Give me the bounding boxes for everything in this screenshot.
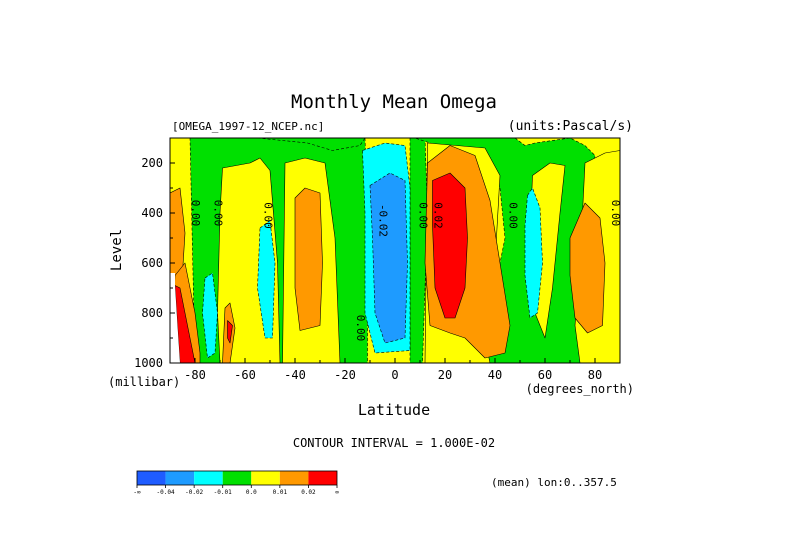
colorbar-frame — [136, 470, 338, 486]
x-axis: -80 -60 -40 -20 0 20 40 60 80 — [169, 358, 621, 382]
colorbar-swatch — [308, 471, 337, 485]
x-axis-units: (degrees_north) — [526, 382, 634, 396]
contour-region-6 — [257, 220, 276, 339]
colorbar-swatch — [251, 471, 280, 485]
contour-region-7 — [202, 272, 218, 359]
x-tick-label: -40 — [284, 368, 306, 382]
contour-interval-text: CONTOUR INTERVAL = 1.000E-02 — [293, 436, 495, 450]
x-tick-label: 0 — [391, 368, 398, 382]
x-tick-label: 60 — [538, 368, 552, 382]
contour-region-17 — [524, 187, 543, 319]
chart-title: Monthly Mean Omega — [291, 91, 497, 113]
contour-region-2 — [257, 138, 366, 151]
contour-label: 0.00 — [212, 200, 225, 227]
x-tick-label: -80 — [184, 368, 206, 382]
contour-label: 0.02 — [432, 202, 445, 229]
colorbar-label: -∞ — [133, 489, 141, 496]
x-axis-title: Latitude — [358, 401, 430, 419]
colorbar-label: 0.0 — [246, 489, 257, 496]
contour-label-layer: 0.00 0.00 0.00 -0.020.000.00 0.02 0.00 0.00 — [189, 200, 622, 342]
dataset-label: [OMEGA_1997-12_NCEP.nc] — [172, 120, 324, 133]
contour-label: 0.00 — [417, 202, 430, 229]
contour-region-8 — [409, 138, 428, 363]
colorbar-label: 0.01 — [273, 489, 288, 496]
contour-label: 0.00 — [189, 200, 202, 227]
y-tick-label: 1000 — [134, 356, 163, 370]
contour-region-5 — [294, 187, 323, 331]
contour-region-14 — [369, 172, 408, 344]
x-tick-label: 40 — [488, 368, 502, 382]
colorbar-swatch — [165, 471, 195, 485]
x-tick-label: 80 — [588, 368, 602, 382]
contour-region-23 — [227, 320, 233, 344]
colorbar-label: ∞ — [335, 489, 339, 496]
contour-region-21 — [174, 285, 196, 363]
colorbar-swatch — [137, 471, 166, 485]
y-axis-units: (millibar) — [108, 375, 180, 389]
contour-region-16 — [432, 172, 468, 319]
y-tick-label: 400 — [141, 206, 163, 220]
contour-fill-layer — [170, 138, 620, 363]
colorbar-swatch — [194, 471, 223, 485]
y-tick-label: 200 — [141, 156, 163, 170]
colorbar-label: -0.02 — [185, 489, 203, 496]
x-tick-label: 20 — [438, 368, 452, 382]
contour-label: -0.02 — [377, 204, 390, 237]
contour-label: 0.00 — [609, 200, 622, 227]
colorbar-swatch — [222, 471, 252, 485]
contour-label: 0.00 — [507, 202, 520, 229]
units-label: (units:Pascal/s) — [508, 119, 633, 134]
colorbar: -∞ -0.04 -0.02 -0.01 0.0 0.01 0.02 ∞ — [133, 470, 339, 496]
subset-text: (mean) lon:0..357.5 — [491, 476, 617, 489]
colorbar-label: -0.01 — [214, 489, 232, 496]
y-axis: 200 400 600 800 1000 — [134, 137, 175, 370]
contour-label: 0.00 — [262, 202, 275, 229]
missing-data-region-0 — [170, 273, 180, 363]
y-tick-label: 600 — [141, 256, 163, 270]
x-tick-label: -20 — [334, 368, 356, 382]
y-axis-title: Level — [109, 229, 125, 271]
contour-region-18 — [569, 202, 606, 334]
contour-label: 0.00 — [354, 315, 367, 342]
colorbar-swatch — [279, 471, 309, 485]
colorbar-label: 0.02 — [301, 489, 316, 496]
y-tick-label: 800 — [141, 306, 163, 320]
colorbar-label: -0.04 — [157, 489, 175, 496]
x-tick-label: -60 — [234, 368, 256, 382]
